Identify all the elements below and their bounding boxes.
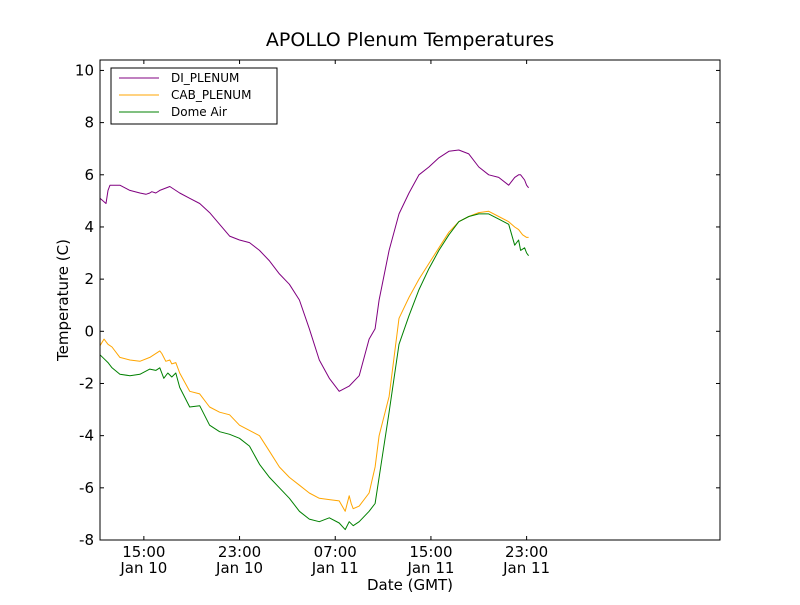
y-axis-label: Temperature (C): [54, 239, 72, 362]
y-tick-label: 2: [84, 270, 94, 288]
y-tick-label: -2: [79, 374, 94, 392]
x-tick-label-time: 23:00: [505, 543, 548, 561]
plot-lines: [99, 149, 530, 531]
x-axis-label: Date (GMT): [367, 576, 453, 594]
y-tick-label: 0: [84, 322, 94, 340]
y-tick-label: 4: [84, 218, 94, 236]
x-tick-label-time: 23:00: [218, 543, 261, 561]
legend-label: DI_PLENUM: [171, 71, 239, 85]
x-tick-label-date: Jan 11: [406, 559, 454, 577]
x-tick-label-date: Jan 10: [119, 559, 167, 577]
chart-title: APOLLO Plenum Temperatures: [266, 29, 554, 51]
x-tick-label-date: Jan 11: [502, 559, 550, 577]
legend-label: Dome Air: [171, 105, 227, 119]
x-tick-label-time: 15:00: [122, 543, 165, 561]
x-tick-label-time: 07:00: [314, 543, 357, 561]
y-tick-label: -4: [79, 427, 94, 445]
plot-frame: [99, 59, 721, 541]
y-tick-label: 6: [84, 166, 94, 184]
y-tick-label: -6: [79, 479, 94, 497]
series-line-dome-air: [99, 213, 530, 531]
y-tick-label: 8: [84, 114, 94, 132]
x-tick-label-date: Jan 11: [311, 559, 359, 577]
x-tick-label-time: 15:00: [409, 543, 452, 561]
series-line-di-plenum: [99, 149, 529, 392]
legend-box: [110, 67, 278, 125]
legend-label: CAB_PLENUM: [171, 88, 251, 102]
legend: DI_PLENUM CAB_PLENUM Dome Air: [110, 67, 278, 125]
y-tick-label: -8: [79, 531, 94, 549]
x-tick-label-date: Jan 10: [215, 559, 263, 577]
y-tick-label: 10: [75, 61, 94, 79]
